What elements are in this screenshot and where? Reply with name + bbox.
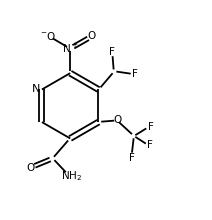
Text: N$^+$: N$^+$ (62, 42, 78, 55)
Text: F: F (148, 122, 153, 132)
Text: O: O (113, 115, 121, 125)
Text: NH$_2$: NH$_2$ (61, 169, 82, 183)
Text: O: O (88, 31, 96, 41)
Text: N: N (32, 84, 41, 94)
Text: O: O (26, 163, 34, 173)
Text: $^{-}$O: $^{-}$O (40, 30, 56, 42)
Text: F: F (132, 69, 138, 79)
Text: F: F (109, 47, 115, 57)
Text: F: F (147, 140, 153, 150)
Text: F: F (129, 153, 134, 163)
